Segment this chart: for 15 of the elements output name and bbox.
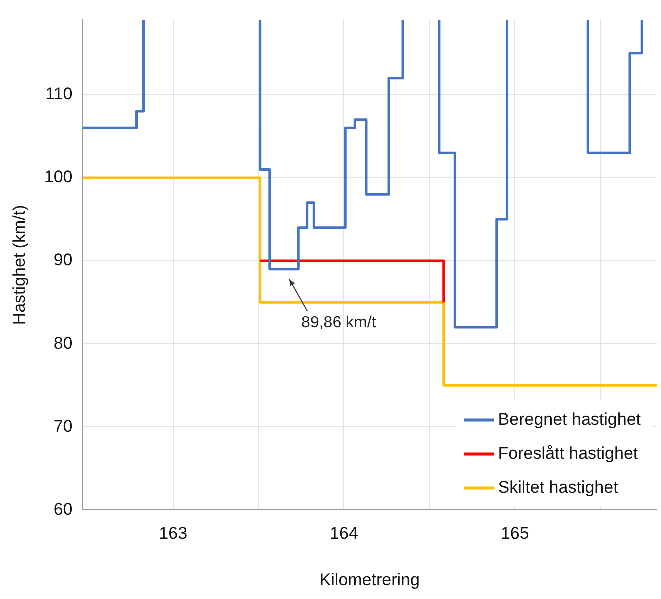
x-tick-label: 163 — [159, 524, 188, 544]
x-axis-title: Kilometrering — [320, 570, 420, 590]
y-tick-label: 100 — [44, 168, 73, 187]
x-tick-label: 165 — [500, 524, 530, 544]
annotation: 89,86 km/t — [302, 314, 377, 332]
y-tick-label: 60 — [54, 500, 73, 519]
y-tick-label: 70 — [54, 416, 73, 436]
legend-label: Skiltet hastighet — [498, 478, 619, 497]
legend-label: Foreslått hastighet — [498, 444, 638, 463]
x-tick-label: 164 — [330, 524, 358, 544]
y-tick-label: 110 — [46, 84, 73, 104]
legend-label: Beregnet hastighet — [498, 410, 642, 429]
y-axis-title: Hastighet (km/t) — [10, 205, 29, 326]
y-tick-label: 80 — [54, 334, 73, 353]
y-tick-label: 90 — [54, 250, 73, 270]
